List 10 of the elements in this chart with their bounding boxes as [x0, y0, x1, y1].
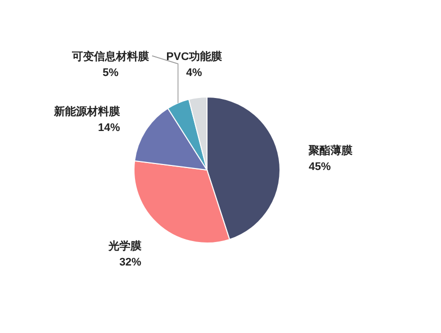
slice-label: 可变信息材料膜 [71, 50, 150, 63]
data-label: 32% [119, 256, 142, 268]
slice-label: 聚酯薄膜 [308, 144, 354, 157]
data-label: 4% [186, 66, 202, 79]
data-label: 14% [98, 122, 120, 134]
slice-label: 光学膜 [107, 239, 142, 252]
data-label: 5% [102, 66, 119, 79]
slice-label: 新能源材料膜 [53, 104, 122, 118]
slice-label: PVC功能膜 [166, 50, 223, 63]
data-label: 45% [308, 160, 331, 173]
